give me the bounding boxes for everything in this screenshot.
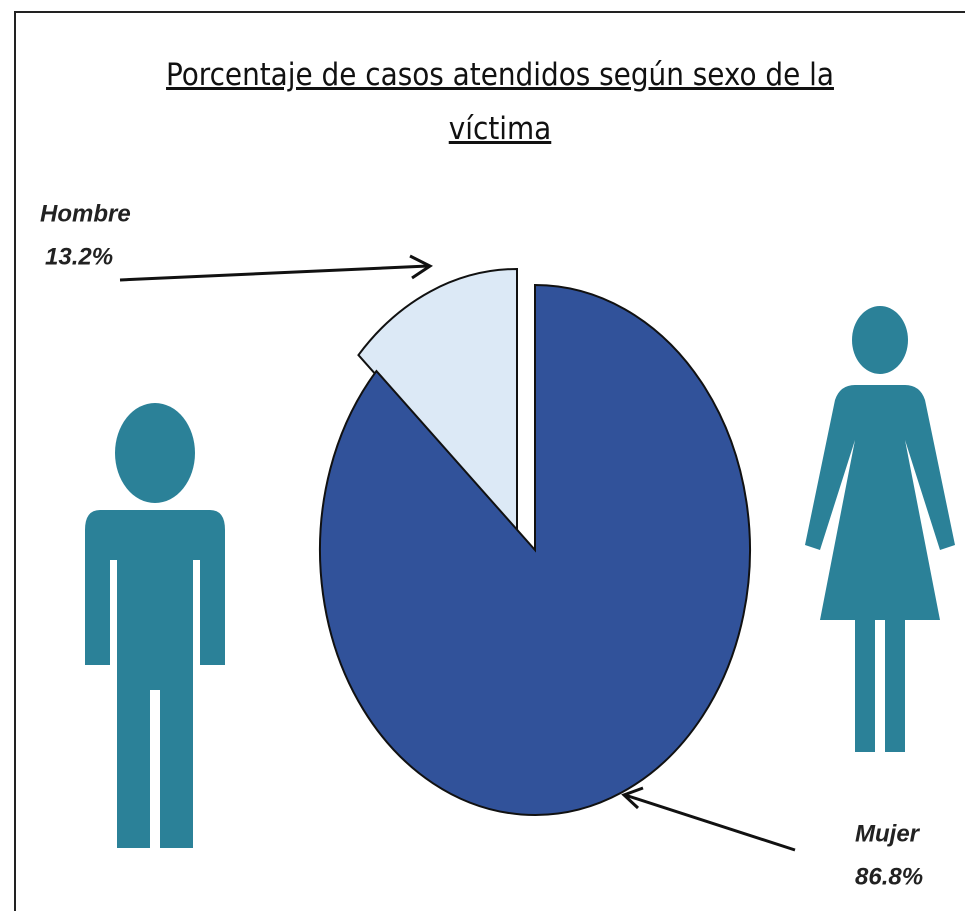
slice-name: Hombre [40, 200, 131, 227]
man-icon [85, 403, 225, 848]
slice-value-label: 13.2% [45, 243, 113, 270]
pie-slice [319, 283, 751, 816]
slice-value-label: 86.8% [855, 863, 923, 890]
pie-slice [357, 267, 518, 537]
slice-name: Mujer [855, 820, 921, 847]
woman-icon [805, 306, 955, 752]
arrows [119, 254, 796, 852]
chart-title: Porcentaje de casos atendidos según sexo… [166, 57, 834, 147]
frame [14, 11, 965, 911]
